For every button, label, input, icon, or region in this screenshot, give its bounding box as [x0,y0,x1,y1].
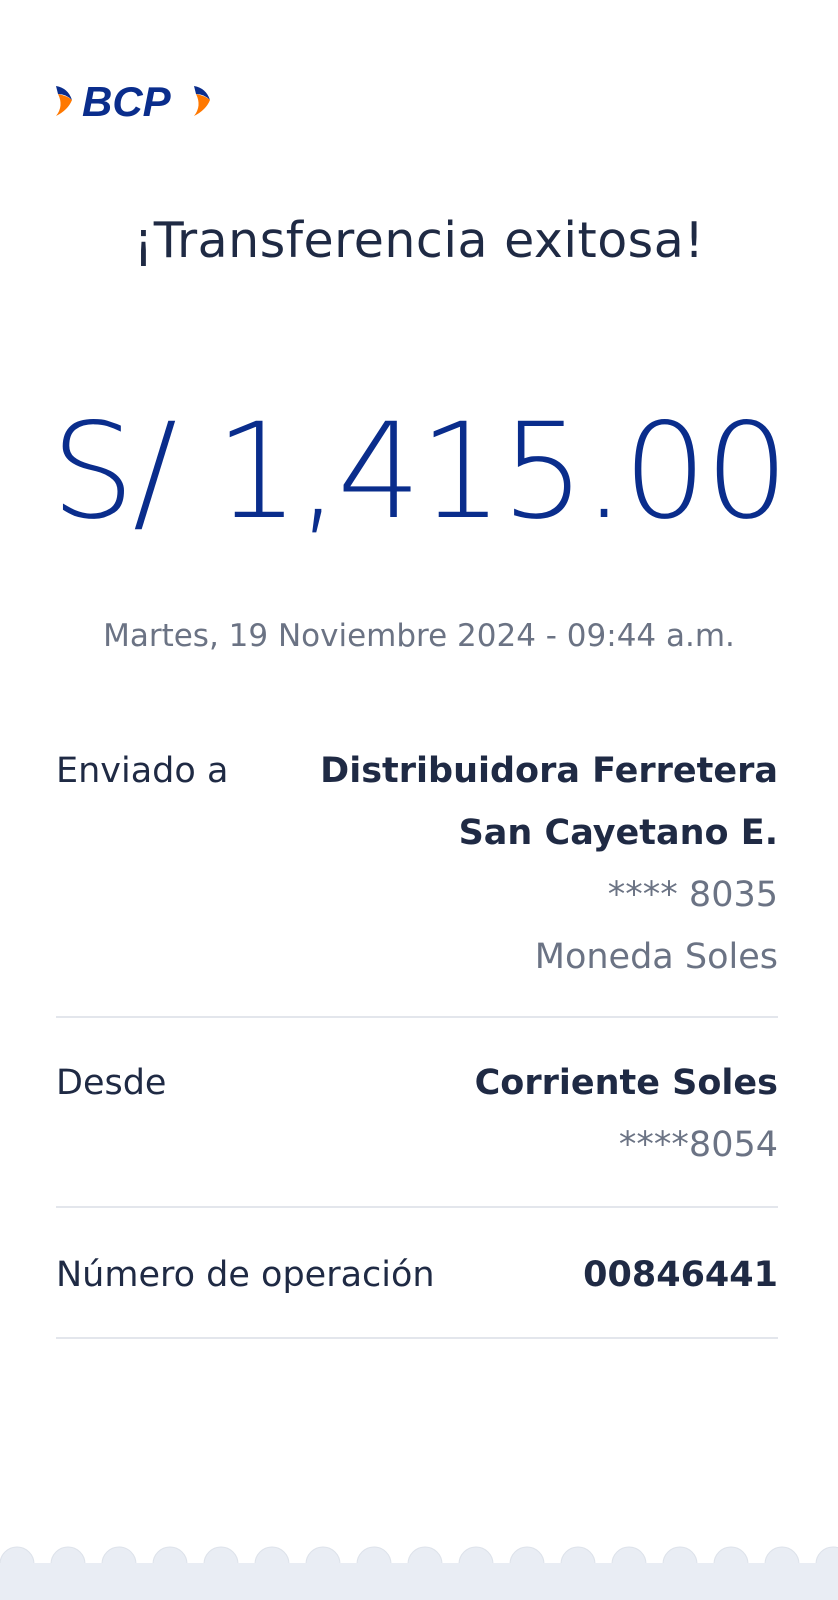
detail-label: Desde [56,1063,167,1103]
recipient-name-line1: Distribuidora Ferretera [320,751,778,791]
detail-row-operation: Número de operación 00846441 [56,1244,778,1339]
transfer-datetime: Martes, 19 Noviembre 2024 - 09:44 a.m. [103,618,735,654]
detail-row-source: Desde Corriente Soles ****8054 [56,1052,778,1208]
source-account-type: Corriente Soles [474,1063,778,1103]
receipt-scalloped-edge [0,1546,838,1600]
detail-label: Enviado a [56,751,229,791]
page-title: ¡Transferencia exitosa! [133,212,705,269]
recipient-currency: Moneda Soles [534,937,778,977]
source-account-number: ****8054 [618,1125,778,1165]
recipient-name-line2: San Cayetano E. [458,813,778,853]
recipient-account: **** 8035 [607,875,778,915]
detail-row-recipient: Enviado a Distribuidora Ferretera San Ca… [56,740,778,1018]
operation-number: 00846441 [583,1255,778,1295]
detail-label: Número de operación [56,1255,435,1295]
bcp-logo: BCP [54,78,214,125]
transfer-amount: S/ 1,415.00 [50,395,789,549]
svg-text:BCP: BCP [82,78,172,122]
